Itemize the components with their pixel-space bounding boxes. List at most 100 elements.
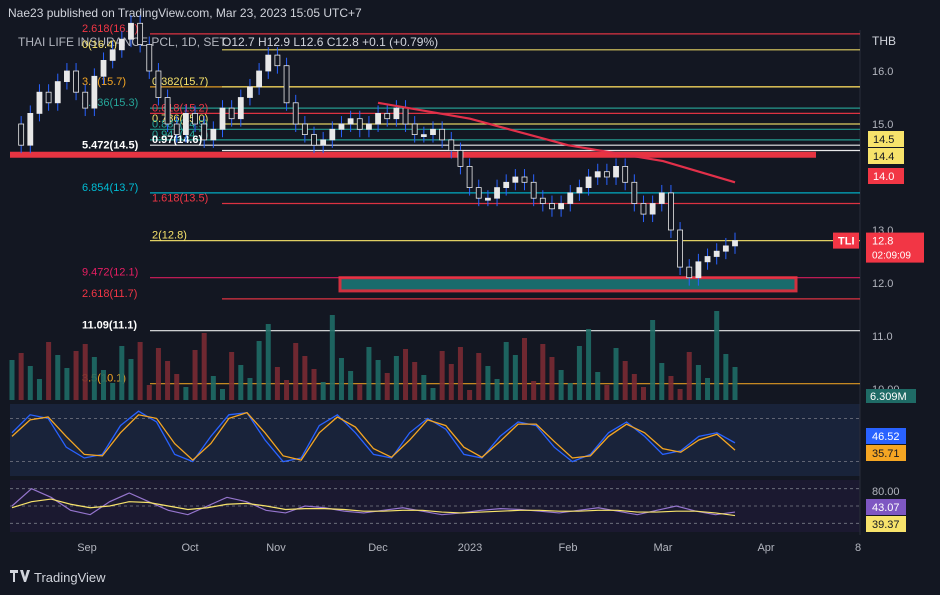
- volume-bar: [412, 362, 418, 400]
- time-tick: Feb: [559, 542, 578, 554]
- volume-bar: [192, 350, 198, 400]
- volume-bar: [531, 381, 537, 400]
- candle-body: [732, 240, 738, 247]
- candle-body: [484, 197, 491, 201]
- support-zone-box: [338, 276, 798, 293]
- volume-bar: [284, 380, 290, 400]
- volume-bar: [320, 382, 326, 400]
- candle-body: [64, 70, 70, 82]
- rsi-tag-text: 39.37: [872, 519, 900, 531]
- volume-bar: [567, 383, 573, 400]
- candle-body: [155, 70, 162, 98]
- volume-bar: [27, 366, 33, 400]
- fib-label: 4.236(15.3): [82, 97, 138, 109]
- price-tick: 15.0: [872, 119, 893, 131]
- volume-bar: [586, 329, 592, 400]
- volume-bar: [73, 351, 79, 400]
- candle-body: [567, 192, 574, 204]
- countdown: 02:09:09: [872, 251, 911, 262]
- volume-bar: [503, 342, 509, 400]
- candle-body: [36, 91, 43, 114]
- fib-label: 2.618(11.7): [82, 288, 137, 300]
- candle-body: [247, 86, 253, 98]
- fib-label: 1.618(13.5): [152, 193, 208, 205]
- stochastic-panel: [10, 410, 860, 463]
- candle-body: [366, 123, 372, 130]
- candle-body: [256, 70, 263, 88]
- fib-label: 0.97(14.6): [152, 134, 202, 146]
- brand-name: TradingView: [34, 569, 106, 585]
- volume-bar: [338, 358, 344, 400]
- volume-bar: [366, 347, 372, 400]
- price-labels: 14.5 14.4 14.0 TLI 12.8 02:09:09 6.309M 46.52 35…: [833, 131, 924, 532]
- volume-bar: [714, 311, 720, 400]
- volume-tag-text: 6.309M: [870, 391, 907, 403]
- candle-body: [311, 134, 317, 146]
- volume-bar: [457, 347, 463, 400]
- candle-body: [448, 139, 455, 151]
- candle-body: [91, 75, 98, 109]
- price-tag-text: 14.0: [873, 171, 894, 183]
- volume-bar: [686, 352, 692, 400]
- volume-bar: [659, 363, 665, 400]
- candle-body: [118, 38, 125, 51]
- symbol-tag-text: TLI: [838, 236, 855, 248]
- fib-label: 0.382(15.7): [152, 76, 208, 88]
- rsi-tag: [866, 516, 906, 532]
- volume-bar: [247, 378, 253, 400]
- volume-bar: [36, 379, 42, 400]
- candle-body: [539, 197, 546, 204]
- candle-body: [164, 97, 171, 125]
- candles: [18, 15, 738, 286]
- candle-body: [677, 229, 683, 268]
- candle-body: [146, 44, 153, 72]
- volume-bar: [293, 343, 299, 400]
- price-tag: [868, 131, 904, 147]
- stoch-panel-bg: [10, 404, 860, 476]
- volume-bar: [439, 351, 445, 400]
- volume-bar: [695, 365, 701, 400]
- candle-body: [649, 203, 656, 215]
- volume-bar: [274, 367, 280, 400]
- volume-bar: [540, 344, 546, 400]
- volume-bar: [146, 385, 152, 400]
- fib-label: 9.472(12.1): [82, 267, 138, 279]
- volume-bar: [558, 370, 564, 400]
- volume-bar: [55, 355, 61, 400]
- resistance-band: [10, 151, 816, 158]
- symbol-tag: [833, 232, 859, 249]
- candle-body: [704, 256, 711, 263]
- candle-body: [292, 102, 299, 125]
- candle-body: [576, 187, 583, 194]
- volume-bar: [421, 375, 427, 400]
- volume-bars: [9, 311, 738, 400]
- time-tick: Mar: [654, 542, 673, 554]
- candle-body: [640, 203, 647, 215]
- candle-body: [173, 123, 180, 135]
- candle-body: [503, 181, 510, 189]
- fib-label: 0.942(14.7): [152, 129, 208, 141]
- candle-body: [722, 245, 729, 252]
- candle-body: [301, 123, 308, 135]
- support-zone[interactable]: [338, 276, 798, 293]
- candle-body: [613, 165, 619, 178]
- moving-average: [377, 101, 736, 184]
- price-tick: 16.0: [872, 66, 893, 78]
- volume-bar: [467, 390, 473, 400]
- volume-bar: [82, 344, 88, 400]
- time-tick: Sep: [77, 542, 97, 554]
- volume-bar: [357, 384, 363, 400]
- stoch-line: [11, 411, 736, 462]
- price-tag: [868, 168, 904, 184]
- last-price-tag: [866, 232, 924, 263]
- candle-body: [668, 192, 674, 231]
- volume-bar: [723, 354, 729, 400]
- candle-body: [585, 176, 592, 188]
- time-tick: Oct: [181, 542, 198, 554]
- fib-label: 6.854(13.7): [82, 182, 138, 194]
- tradingview-logo[interactable]: [10, 569, 30, 585]
- fib-label: 11.09(11.1): [82, 320, 137, 332]
- rsi-tag-text: 43.07: [872, 502, 900, 514]
- rsi-line: [11, 498, 736, 517]
